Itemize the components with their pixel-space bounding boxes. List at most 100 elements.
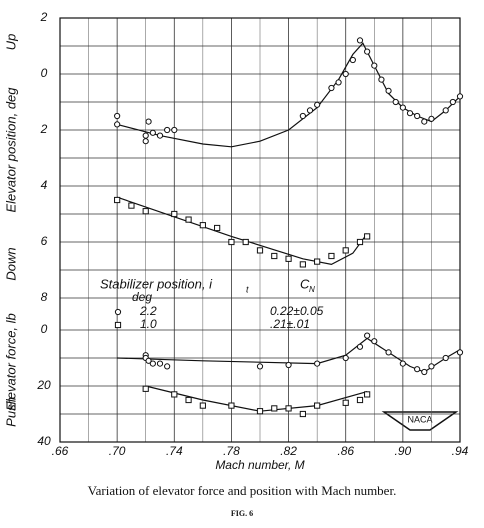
- legend-cn: 0.22±0.05: [270, 304, 324, 318]
- point: [314, 101, 321, 108]
- point: [371, 338, 378, 345]
- y-tick-label: 2: [40, 122, 48, 136]
- plot-frame: [59, 17, 461, 443]
- point: [442, 107, 449, 114]
- point: [364, 233, 371, 240]
- point: [385, 349, 392, 356]
- push-label: Push: [3, 397, 18, 427]
- point: [145, 357, 152, 364]
- point: [392, 98, 399, 106]
- point: [142, 385, 149, 392]
- point: [285, 255, 292, 262]
- point: [306, 107, 314, 114]
- logo-text: NACA: [407, 414, 432, 424]
- point: [406, 110, 414, 117]
- point: [114, 196, 121, 204]
- point: [342, 354, 349, 362]
- point: [356, 343, 364, 350]
- point: [364, 48, 371, 55]
- point: [285, 405, 292, 412]
- legend-label: 1.0: [140, 317, 157, 331]
- legend-column-sub: N: [309, 285, 315, 294]
- point: [428, 115, 435, 122]
- point: [114, 112, 121, 120]
- fit-curve: [145, 385, 368, 412]
- up-label: Up: [3, 34, 18, 51]
- point: [299, 410, 306, 418]
- y-tick-label: 0: [41, 322, 48, 336]
- point: [142, 132, 149, 139]
- y-tick-label: 2: [40, 10, 48, 24]
- point: [228, 402, 235, 409]
- point: [185, 216, 192, 223]
- x-tick-label: .94: [452, 444, 469, 458]
- point: [328, 252, 335, 260]
- point: [256, 247, 264, 254]
- fit-curve: [117, 337, 461, 373]
- point: [342, 399, 349, 406]
- point: [171, 391, 178, 398]
- point: [399, 104, 406, 111]
- point: [256, 408, 264, 415]
- y-tick-label: 0: [41, 66, 48, 80]
- point: [342, 247, 349, 254]
- point: [228, 238, 235, 246]
- point: [199, 402, 206, 409]
- x-tick-label: .70: [109, 444, 126, 458]
- point: [399, 360, 406, 367]
- point: [242, 238, 249, 246]
- legend-cn: .21±.01: [270, 317, 310, 331]
- point: [271, 252, 278, 260]
- point: [128, 202, 135, 209]
- point: [199, 222, 206, 229]
- x-tick-label: .74: [166, 444, 183, 458]
- x-tick-label: .78: [223, 444, 240, 458]
- y-tick-label: 40: [37, 434, 51, 448]
- point: [299, 261, 306, 268]
- point: [164, 363, 171, 370]
- point: [171, 126, 178, 134]
- x-tick-label: .66: [52, 444, 69, 458]
- x-axis-label: Mach number, M: [215, 458, 304, 472]
- point: [285, 361, 292, 369]
- point: [142, 138, 149, 145]
- point: [314, 402, 321, 409]
- point: [414, 112, 421, 120]
- legend-unit: deg: [132, 290, 152, 304]
- point: [364, 332, 371, 339]
- point: [378, 76, 385, 83]
- point: [299, 112, 306, 120]
- point: [142, 208, 149, 215]
- legend-column: C: [300, 276, 310, 291]
- point: [314, 258, 321, 265]
- point: [349, 56, 356, 64]
- x-tick-label: .86: [337, 444, 354, 458]
- y-axis-label: Elevator force, lb: [3, 313, 18, 411]
- point: [114, 121, 121, 128]
- point: [442, 354, 449, 362]
- logo-shape: [381, 411, 459, 431]
- point: [421, 368, 428, 376]
- point: [414, 366, 421, 373]
- point: [156, 360, 164, 367]
- point: [342, 70, 349, 78]
- point: [271, 405, 278, 412]
- point: [356, 238, 364, 246]
- point: [145, 118, 152, 125]
- point: [149, 129, 156, 136]
- point: [356, 37, 364, 44]
- legend-marker: [114, 321, 122, 329]
- point: [421, 118, 428, 125]
- point: [314, 360, 321, 367]
- caption: Variation of elevator force and position…: [88, 483, 397, 498]
- y-axis-label: Elevator position, deg: [3, 87, 18, 213]
- point: [156, 132, 164, 139]
- point: [428, 363, 435, 370]
- legend-title-sub: t: [246, 284, 249, 294]
- point: [256, 363, 264, 370]
- x-tick-label: .82: [280, 444, 297, 458]
- point: [371, 62, 378, 69]
- y-tick-label: 8: [41, 290, 48, 304]
